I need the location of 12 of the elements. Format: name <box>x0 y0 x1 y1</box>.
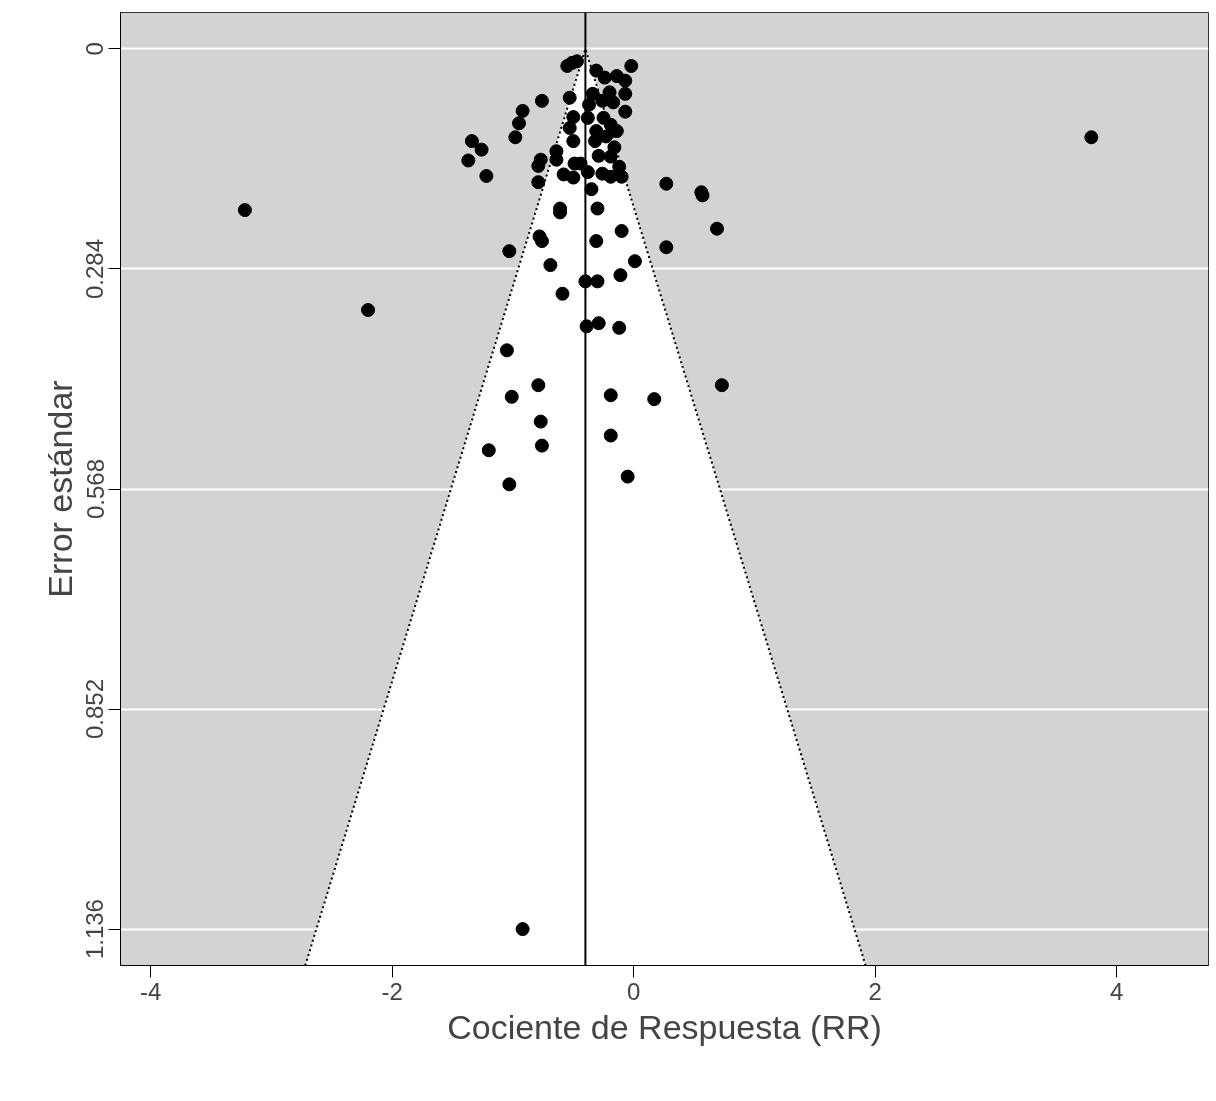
y-axis-title: Error estándar <box>40 380 79 598</box>
x-tick-label: 4 <box>1110 977 1124 1005</box>
x-tick-label: 0 <box>627 977 641 1005</box>
x-tick-label: 2 <box>868 977 882 1005</box>
y-tick-label: 1.136 <box>81 899 109 960</box>
y-tick-label: 0.284 <box>81 238 109 299</box>
y-tick-label: 0.852 <box>81 679 109 740</box>
x-axis-title: Cociente de Respuesta (RR) <box>447 1007 882 1046</box>
x-tick-label: -2 <box>381 977 403 1005</box>
y-tick-label: 0 <box>81 42 109 56</box>
y-tick-label: 0.568 <box>81 458 109 520</box>
x-tick-label: -4 <box>140 977 162 1005</box>
